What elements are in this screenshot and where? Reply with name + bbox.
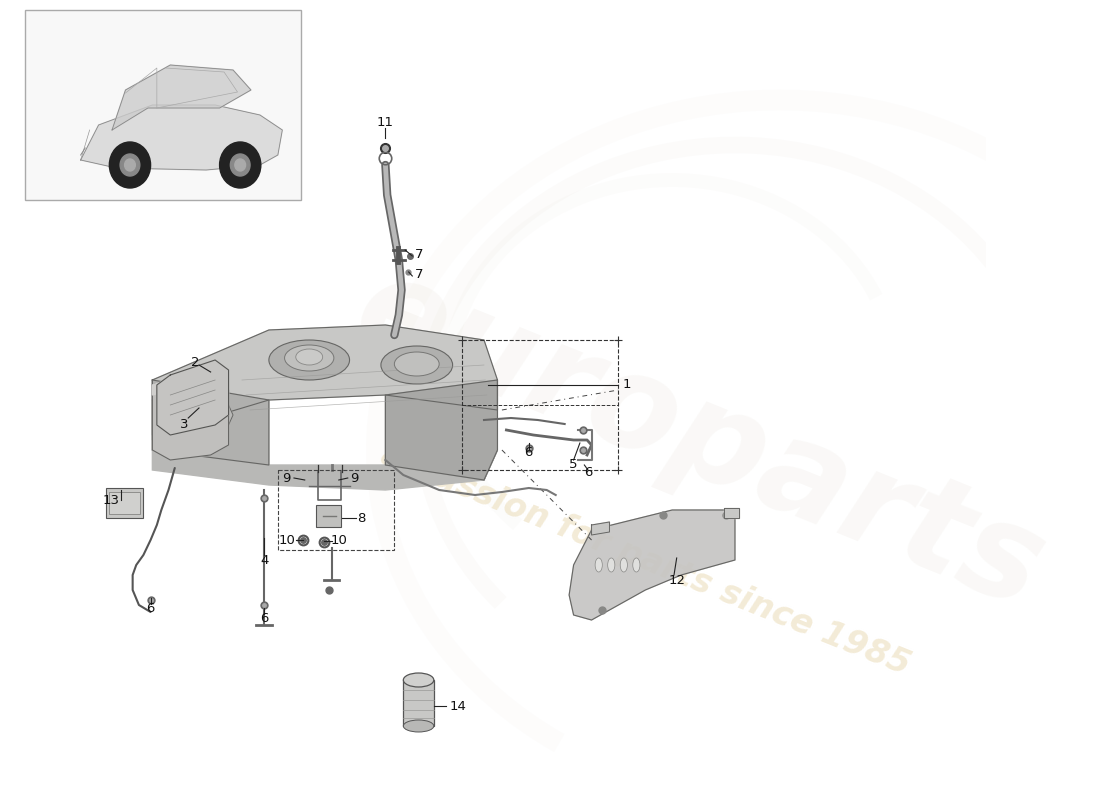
Circle shape bbox=[230, 154, 250, 176]
Text: 10: 10 bbox=[278, 534, 295, 546]
Bar bbox=[278, 470, 395, 550]
Polygon shape bbox=[592, 522, 609, 535]
Text: europarts: europarts bbox=[337, 245, 1062, 635]
Circle shape bbox=[124, 159, 135, 171]
Bar bbox=[317, 505, 341, 527]
Text: 6: 6 bbox=[525, 446, 533, 459]
Ellipse shape bbox=[595, 558, 603, 572]
Ellipse shape bbox=[404, 720, 433, 732]
Text: 9: 9 bbox=[350, 471, 359, 485]
Text: 6: 6 bbox=[146, 602, 155, 614]
Text: 9: 9 bbox=[283, 471, 292, 485]
Polygon shape bbox=[724, 508, 739, 518]
Bar bbox=[25, 10, 301, 200]
Text: 4: 4 bbox=[261, 554, 268, 566]
Text: a passion for parts since 1985: a passion for parts since 1985 bbox=[376, 438, 915, 682]
Text: 14: 14 bbox=[450, 699, 466, 713]
Polygon shape bbox=[153, 380, 268, 465]
Polygon shape bbox=[153, 390, 233, 440]
Text: 10: 10 bbox=[330, 534, 348, 547]
Polygon shape bbox=[157, 360, 229, 435]
Circle shape bbox=[220, 142, 261, 188]
Bar bbox=[404, 680, 433, 726]
Text: 6: 6 bbox=[584, 466, 592, 479]
Polygon shape bbox=[153, 370, 229, 460]
Polygon shape bbox=[569, 510, 735, 620]
Text: 7: 7 bbox=[415, 249, 424, 262]
Polygon shape bbox=[153, 450, 497, 490]
Text: 11: 11 bbox=[377, 115, 394, 129]
Text: 6: 6 bbox=[261, 611, 268, 625]
Ellipse shape bbox=[404, 673, 433, 687]
Ellipse shape bbox=[268, 340, 350, 380]
Circle shape bbox=[109, 142, 151, 188]
Text: 1: 1 bbox=[623, 378, 631, 391]
Ellipse shape bbox=[381, 346, 452, 384]
Polygon shape bbox=[112, 65, 251, 130]
Text: 8: 8 bbox=[356, 511, 365, 525]
Bar bbox=[106, 488, 143, 518]
Polygon shape bbox=[153, 370, 216, 395]
Text: 7: 7 bbox=[415, 269, 424, 282]
Circle shape bbox=[120, 154, 140, 176]
Bar bbox=[109, 492, 140, 514]
Bar bbox=[462, 340, 618, 470]
Ellipse shape bbox=[632, 558, 640, 572]
Ellipse shape bbox=[395, 352, 439, 376]
Text: 2: 2 bbox=[191, 355, 199, 369]
Text: 5: 5 bbox=[570, 458, 578, 471]
Ellipse shape bbox=[620, 558, 627, 572]
Ellipse shape bbox=[285, 345, 334, 371]
Ellipse shape bbox=[296, 349, 322, 365]
Polygon shape bbox=[80, 105, 283, 170]
Text: 12: 12 bbox=[668, 574, 685, 586]
Polygon shape bbox=[153, 325, 497, 435]
Text: 13: 13 bbox=[102, 494, 120, 506]
Polygon shape bbox=[385, 380, 497, 480]
Text: 3: 3 bbox=[180, 418, 189, 430]
Circle shape bbox=[234, 159, 245, 171]
Ellipse shape bbox=[607, 558, 615, 572]
